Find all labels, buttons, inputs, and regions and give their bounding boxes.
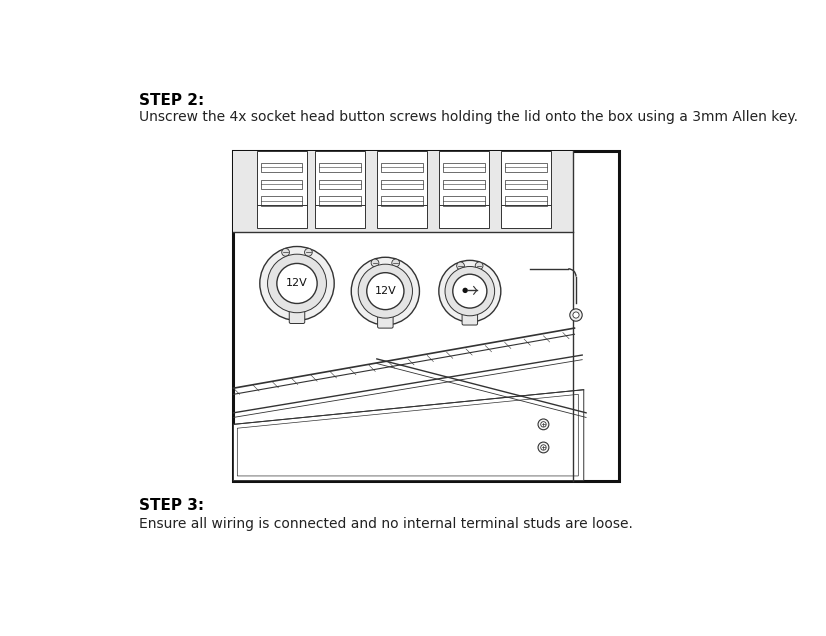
Circle shape — [541, 445, 546, 450]
Circle shape — [268, 254, 326, 313]
Bar — [506, 163, 547, 172]
Bar — [261, 179, 302, 189]
Circle shape — [392, 259, 400, 266]
FancyBboxPatch shape — [377, 314, 393, 328]
Circle shape — [351, 258, 420, 325]
Bar — [444, 179, 485, 189]
Polygon shape — [234, 390, 584, 481]
Circle shape — [573, 312, 579, 318]
Text: 12V: 12V — [286, 279, 308, 289]
Circle shape — [445, 266, 495, 316]
Circle shape — [260, 247, 335, 321]
Bar — [382, 179, 423, 189]
Circle shape — [475, 262, 483, 270]
Bar — [439, 151, 489, 228]
Text: STEP 3:: STEP 3: — [139, 498, 204, 513]
Bar — [377, 151, 427, 228]
Text: 12V: 12V — [374, 286, 396, 296]
FancyBboxPatch shape — [462, 311, 477, 325]
Bar — [261, 163, 302, 172]
Circle shape — [457, 262, 464, 270]
Bar — [382, 197, 423, 205]
Circle shape — [463, 287, 468, 293]
Circle shape — [282, 249, 289, 256]
Bar — [320, 179, 361, 189]
Bar — [501, 151, 551, 228]
Bar — [320, 163, 361, 172]
Circle shape — [358, 264, 412, 318]
Circle shape — [538, 419, 548, 430]
Bar — [234, 151, 620, 481]
Circle shape — [371, 259, 379, 266]
Circle shape — [570, 309, 582, 321]
Circle shape — [453, 274, 487, 308]
Bar — [444, 197, 485, 205]
Bar — [257, 151, 307, 228]
Bar — [506, 179, 547, 189]
Bar — [234, 151, 573, 232]
Text: STEP 2:: STEP 2: — [139, 93, 204, 108]
Text: Ensure all wiring is connected and no internal terminal studs are loose.: Ensure all wiring is connected and no in… — [139, 517, 633, 531]
Circle shape — [277, 263, 317, 303]
FancyBboxPatch shape — [289, 310, 305, 324]
Bar — [444, 163, 485, 172]
Bar — [261, 197, 302, 205]
Circle shape — [439, 260, 501, 322]
Text: Unscrew the 4x socket head button screws holding the lid onto the box using a 3m: Unscrew the 4x socket head button screws… — [139, 110, 798, 124]
Bar — [315, 151, 365, 228]
Circle shape — [305, 249, 312, 256]
Bar — [320, 197, 361, 205]
Circle shape — [367, 273, 404, 310]
Bar — [382, 163, 423, 172]
Circle shape — [541, 422, 546, 427]
Bar — [506, 197, 547, 205]
Circle shape — [538, 442, 548, 453]
